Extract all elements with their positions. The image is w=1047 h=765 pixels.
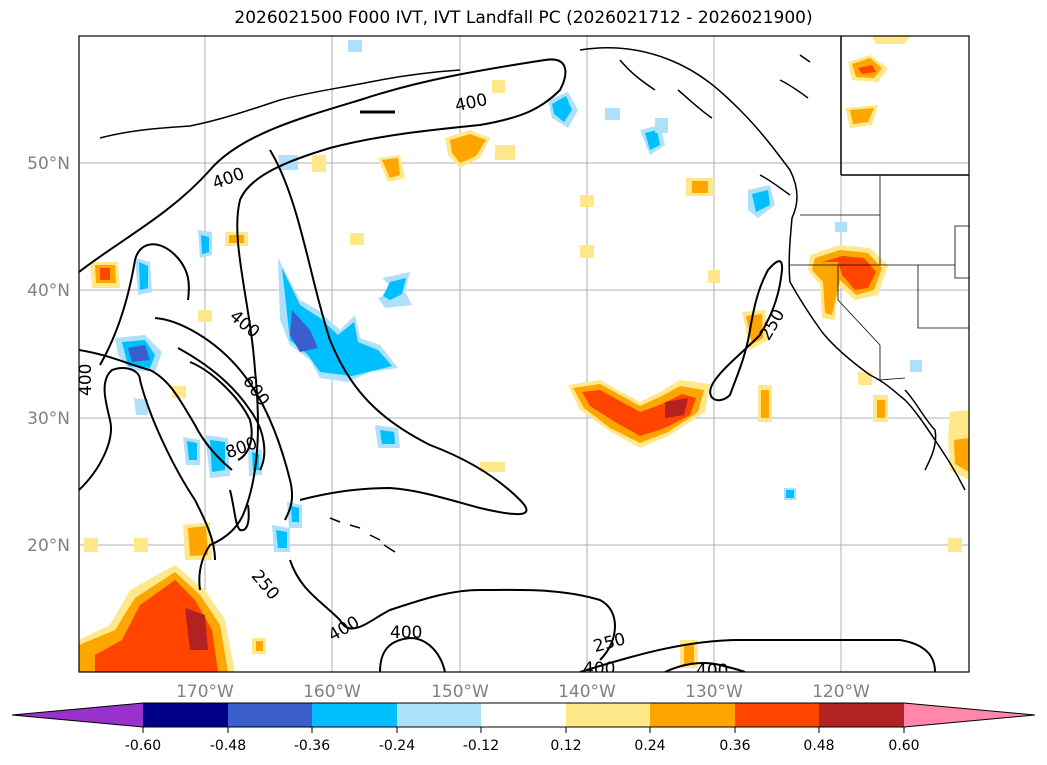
colorbar-tick-label: -0.48: [210, 738, 246, 754]
lat-label-20n: 20°N: [27, 536, 70, 556]
latitude-labels: 50°N 40°N 30°N 20°N: [27, 154, 70, 556]
contour-label: 400: [76, 364, 96, 396]
lon-label-170w: 170°W: [176, 682, 234, 702]
lat-label-40n: 40°N: [27, 281, 70, 301]
lat-label-30n: 30°N: [27, 409, 70, 429]
contour-label: 400: [696, 661, 728, 681]
colorbar-segment: [312, 703, 397, 727]
colorbar-tick-label: -0.60: [125, 738, 161, 754]
colorbar-segment: [228, 703, 312, 727]
colorbar-segment: [650, 703, 735, 727]
colorbar-segment: [397, 703, 481, 727]
colorbar-tick-label: 0.60: [888, 738, 919, 754]
colorbar-tick-label: -0.24: [379, 738, 415, 754]
colorbar-extend-left: [12, 703, 143, 727]
contour-label: 600: [238, 372, 273, 410]
colorbar-tick-label: -0.12: [463, 738, 499, 754]
colorbar-tick-label: 0.48: [803, 738, 834, 754]
coastlines: [99, 36, 969, 553]
lon-label-130w: 130°W: [685, 682, 743, 702]
colorbar-tick-labels: -0.60 -0.48 -0.36 -0.24 -0.12 0.12 0.24 …: [125, 738, 920, 754]
lon-label-160w: 160°W: [303, 682, 361, 702]
longitude-labels: 170°W 160°W 150°W 140°W 130°W 120°W: [176, 682, 870, 702]
colorbar-extend-right: [904, 703, 1035, 727]
contour-label: 250: [247, 566, 283, 604]
contour-label: 400: [453, 90, 489, 116]
lon-label-120w: 120°W: [812, 682, 870, 702]
state-borders: [790, 175, 969, 381]
positive-shading: [79, 36, 969, 672]
colorbar-ticks: [142, 727, 905, 733]
gridlines: [79, 36, 969, 672]
colorbar-segment: [481, 703, 566, 727]
colorbar-tick-label: -0.36: [294, 738, 330, 754]
lon-label-150w: 150°W: [431, 682, 489, 702]
lat-label-50n: 50°N: [27, 154, 70, 174]
contour-label: 400: [325, 612, 363, 646]
colorbar-segment: [819, 703, 904, 727]
contour-label: 400: [226, 306, 264, 342]
ivt-contours: [79, 58, 936, 672]
colorbar-tick-label: 0.36: [719, 738, 750, 754]
colorbar: -0.60 -0.48 -0.36 -0.24 -0.12 0.12 0.24 …: [11, 702, 1036, 754]
lon-label-140w: 140°W: [558, 682, 616, 702]
colorbar-tick-label: 0.12: [550, 738, 581, 754]
colorbar-tick-label: 0.24: [634, 738, 665, 754]
map-plot-area: 400 400 400 600 800 400 250 400 400 250 …: [76, 36, 969, 681]
colorbar-segment: [566, 703, 650, 727]
contour-label: 400: [583, 659, 615, 679]
colorbar-segment: [143, 703, 228, 727]
colorbar-segment: [735, 703, 819, 727]
map-title: 2026021500 F000 IVT, IVT Landfall PC (20…: [234, 8, 813, 28]
contour-label: 250: [591, 629, 628, 657]
contour-label: 400: [210, 164, 247, 194]
contour-label: 400: [390, 623, 422, 643]
map-frame: [78, 35, 970, 673]
